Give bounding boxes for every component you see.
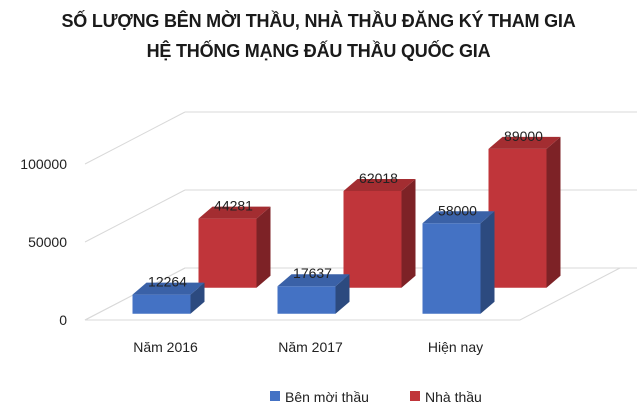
y-tick-label: 50000 (28, 234, 67, 250)
x-tick-label: Năm 2017 (278, 339, 343, 355)
bar-side (190, 282, 205, 314)
gridline-side (84, 189, 186, 243)
bar-top (422, 211, 495, 224)
bar-side (401, 179, 416, 288)
data-label: 12264 (148, 274, 187, 290)
data-label: 58000 (438, 202, 477, 218)
x-tick-label: Năm 2016 (133, 339, 198, 355)
chart-title-line-2: HỆ THỐNG MẠNG ĐẤU THẦU QUỐC GIA (146, 41, 491, 61)
chart-title-line-1: SỐ LƯỢNG BÊN MỜI THẦU, NHÀ THẦU ĐĂNG KÝ … (61, 11, 576, 31)
legend-swatch (410, 391, 420, 401)
data-label: 44281 (214, 198, 253, 214)
bar-side (546, 136, 561, 288)
bar-top (277, 274, 350, 287)
legend-label: Nhà thầu (425, 389, 482, 405)
legend-swatch (270, 391, 280, 401)
bar-top (488, 136, 561, 149)
y-tick-label: 100000 (20, 156, 67, 172)
x-tick-label: Hiện nay (428, 339, 483, 355)
bar-front (488, 148, 547, 288)
data-label: 62018 (359, 170, 398, 186)
data-label: 17637 (293, 265, 332, 281)
bar-top (343, 179, 416, 192)
bar-top (198, 206, 271, 219)
gridline-side (84, 111, 186, 165)
bar-front (277, 286, 336, 314)
bar-side (480, 211, 495, 314)
bar-front (198, 218, 257, 288)
data-label: 89000 (504, 128, 543, 144)
bar-side (335, 274, 350, 314)
bar-side (256, 206, 271, 288)
bar-top (132, 282, 205, 295)
legend-label: Bên mời thầu (285, 389, 369, 405)
bar-front (422, 223, 481, 314)
bar-front (343, 191, 402, 288)
bar-front (132, 294, 191, 314)
y-tick-label: 0 (59, 312, 67, 328)
